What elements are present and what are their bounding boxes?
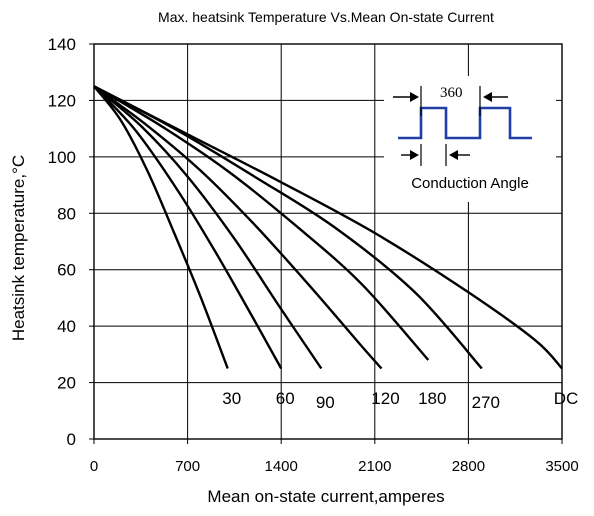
x-tick-label: 0 [90, 458, 98, 475]
series-label: 120 [371, 389, 399, 408]
inset-arrowhead [410, 150, 419, 160]
series-label: 30 [222, 389, 241, 408]
y-tick-label: 100 [48, 148, 76, 167]
inset-caption: Conduction Angle [411, 175, 529, 192]
inset-angle-label: 360 [440, 85, 463, 101]
series-line-30 [93, 85, 229, 369]
series-label: 90 [316, 393, 335, 412]
inset-arrowhead [483, 92, 492, 102]
series-lines [93, 85, 563, 370]
x-tick-label: 1400 [265, 458, 298, 475]
series-line-90 [93, 85, 323, 370]
y-tick-label: 140 [48, 35, 76, 54]
conduction-waveform [398, 106, 532, 140]
x-tick-label: 2100 [358, 458, 391, 475]
x-axis-label: Mean on-state current,amperes [207, 487, 444, 506]
series-line-60 [93, 85, 283, 370]
y-axis-label: Heatsink temperature,°C [9, 155, 28, 341]
inset-arrowhead [449, 150, 458, 160]
y-tick-label: 0 [67, 430, 76, 449]
x-tick-label: 2800 [452, 458, 485, 475]
y-tick-label: 120 [48, 91, 76, 110]
ticks: 0 700 1400 2100 2800 3500 0 20 40 60 80 100 120 140 [48, 35, 579, 475]
y-tick-label: 40 [57, 317, 76, 336]
series-labels: 30 60 90 120 180 270 DC [222, 389, 578, 412]
y-tick-label: 60 [57, 261, 76, 280]
series-line-180 [93, 85, 430, 361]
x-tick-label: 700 [175, 458, 200, 475]
series-label: 180 [418, 389, 446, 408]
series-line-120 [93, 85, 383, 370]
series-line-dc [93, 85, 563, 370]
conduction-angle-inset: 360 Conduction Angle [384, 76, 556, 202]
y-tick-label: 20 [57, 374, 76, 393]
y-tick-label: 80 [57, 204, 76, 223]
series-label: 270 [472, 393, 500, 412]
series-label: 60 [276, 389, 295, 408]
series-label: DC [554, 389, 579, 408]
inset-arrowhead [410, 92, 419, 102]
x-tick-label: 3500 [545, 458, 578, 475]
plot-frame [93, 43, 563, 440]
chart-title: Max. heatsink Temperature Vs.Mean On-sta… [158, 9, 494, 25]
